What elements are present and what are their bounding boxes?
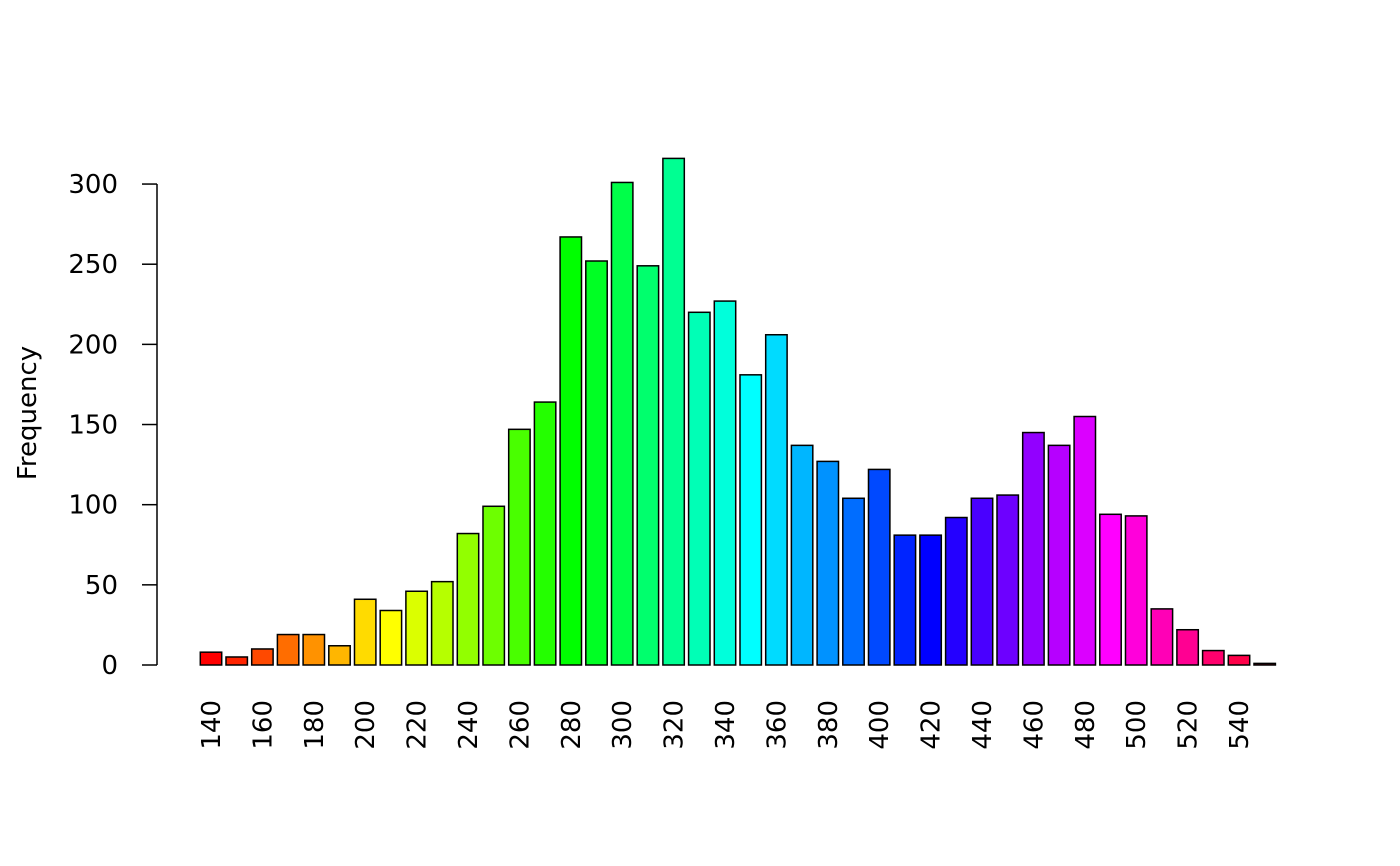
bar xyxy=(1124,515,1148,666)
bar xyxy=(328,645,351,666)
bar xyxy=(225,656,249,666)
bar xyxy=(1047,444,1071,666)
x-tick-label: 300 xyxy=(608,700,638,750)
x-tick-label: 460 xyxy=(1019,700,1049,750)
x-tick-label: 440 xyxy=(968,700,998,750)
x-tick-label: 360 xyxy=(762,700,792,750)
bar xyxy=(893,534,917,666)
bar xyxy=(970,497,994,666)
x-tick-label: 480 xyxy=(1071,700,1101,750)
bar xyxy=(507,428,531,666)
x-tick-label: 160 xyxy=(248,700,278,750)
bar xyxy=(379,609,403,666)
y-axis-label: Frequency xyxy=(13,346,43,480)
bar xyxy=(1227,654,1251,666)
bar xyxy=(250,648,274,666)
x-tick-label: 520 xyxy=(1174,700,1204,750)
bar xyxy=(405,590,429,666)
x-tick-label: 540 xyxy=(1225,700,1255,750)
bar xyxy=(842,497,865,666)
bar xyxy=(199,651,223,666)
x-tick-label: 280 xyxy=(557,700,587,750)
bar xyxy=(430,580,454,666)
bar xyxy=(276,633,300,666)
bar xyxy=(867,468,891,666)
y-tick-label: 250 xyxy=(68,250,118,280)
bar xyxy=(764,333,788,666)
x-tick-label: 320 xyxy=(660,700,690,750)
bar xyxy=(1253,662,1277,666)
x-tick-label: 240 xyxy=(454,700,484,750)
bar xyxy=(533,401,557,666)
bar xyxy=(816,460,840,666)
bar xyxy=(1201,649,1225,666)
x-tick-label: 220 xyxy=(403,700,433,750)
bar xyxy=(1176,628,1200,666)
bar xyxy=(585,260,608,666)
bar xyxy=(687,311,711,666)
x-tick-label: 140 xyxy=(197,700,227,750)
x-tick-label: 260 xyxy=(505,700,535,750)
bar xyxy=(456,532,480,666)
x-tick-label: 420 xyxy=(917,700,947,750)
bar xyxy=(1150,608,1174,666)
bar xyxy=(790,444,814,666)
bar xyxy=(919,534,943,666)
bar xyxy=(482,505,506,666)
y-tick-label: 300 xyxy=(68,170,118,200)
bar xyxy=(944,516,968,666)
bar xyxy=(610,181,634,666)
x-tick-label: 400 xyxy=(865,700,895,750)
bar xyxy=(1099,513,1122,666)
bar xyxy=(559,236,583,666)
y-tick-label: 50 xyxy=(85,571,118,601)
x-tick-label: 340 xyxy=(711,700,741,750)
bar xyxy=(739,374,763,666)
x-tick-label: 500 xyxy=(1122,700,1152,750)
y-tick-label: 100 xyxy=(68,491,118,521)
x-tick-label: 180 xyxy=(300,700,330,750)
bar xyxy=(636,265,660,666)
bar xyxy=(662,157,686,666)
x-tick-label: 200 xyxy=(351,700,381,750)
bar xyxy=(996,494,1020,666)
y-tick-label: 150 xyxy=(68,411,118,441)
x-tick-label: 380 xyxy=(814,700,844,750)
y-tick-label: 200 xyxy=(68,330,118,360)
bar xyxy=(713,300,737,666)
bar xyxy=(1073,415,1097,666)
y-tick-label: 0 xyxy=(101,651,118,681)
bar xyxy=(353,598,377,666)
bar xyxy=(302,633,326,666)
bar xyxy=(1021,431,1045,666)
